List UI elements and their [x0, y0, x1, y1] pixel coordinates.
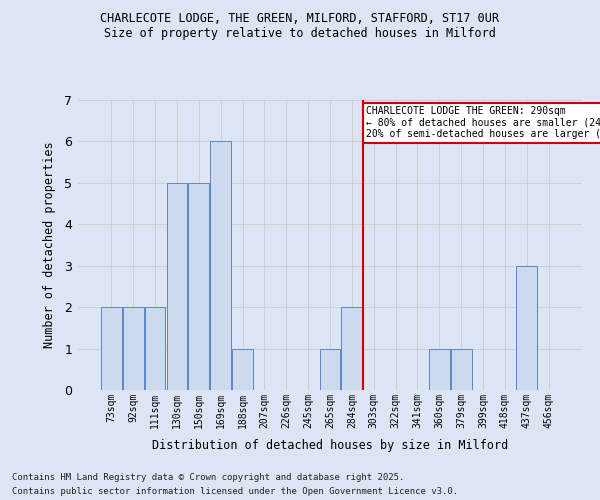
Bar — [210, 142, 231, 390]
Bar — [188, 183, 209, 390]
Bar — [429, 348, 450, 390]
Text: Contains HM Land Registry data © Crown copyright and database right 2025.: Contains HM Land Registry data © Crown c… — [12, 472, 404, 482]
Text: Contains public sector information licensed under the Open Government Licence v3: Contains public sector information licen… — [12, 488, 458, 496]
Bar — [232, 348, 253, 390]
Bar — [320, 348, 340, 390]
Bar — [123, 307, 143, 390]
Bar — [167, 183, 187, 390]
X-axis label: Distribution of detached houses by size in Milford: Distribution of detached houses by size … — [152, 439, 508, 452]
Text: Size of property relative to detached houses in Milford: Size of property relative to detached ho… — [104, 28, 496, 40]
Text: CHARLECOTE LODGE, THE GREEN, MILFORD, STAFFORD, ST17 0UR: CHARLECOTE LODGE, THE GREEN, MILFORD, ST… — [101, 12, 499, 26]
Bar — [145, 307, 166, 390]
Bar — [517, 266, 537, 390]
Bar — [101, 307, 122, 390]
Bar — [341, 307, 362, 390]
Bar — [451, 348, 472, 390]
Text: CHARLECOTE LODGE THE GREEN: 290sqm
← 80% of detached houses are smaller (24)
20%: CHARLECOTE LODGE THE GREEN: 290sqm ← 80%… — [366, 106, 600, 140]
Y-axis label: Number of detached properties: Number of detached properties — [43, 142, 56, 348]
